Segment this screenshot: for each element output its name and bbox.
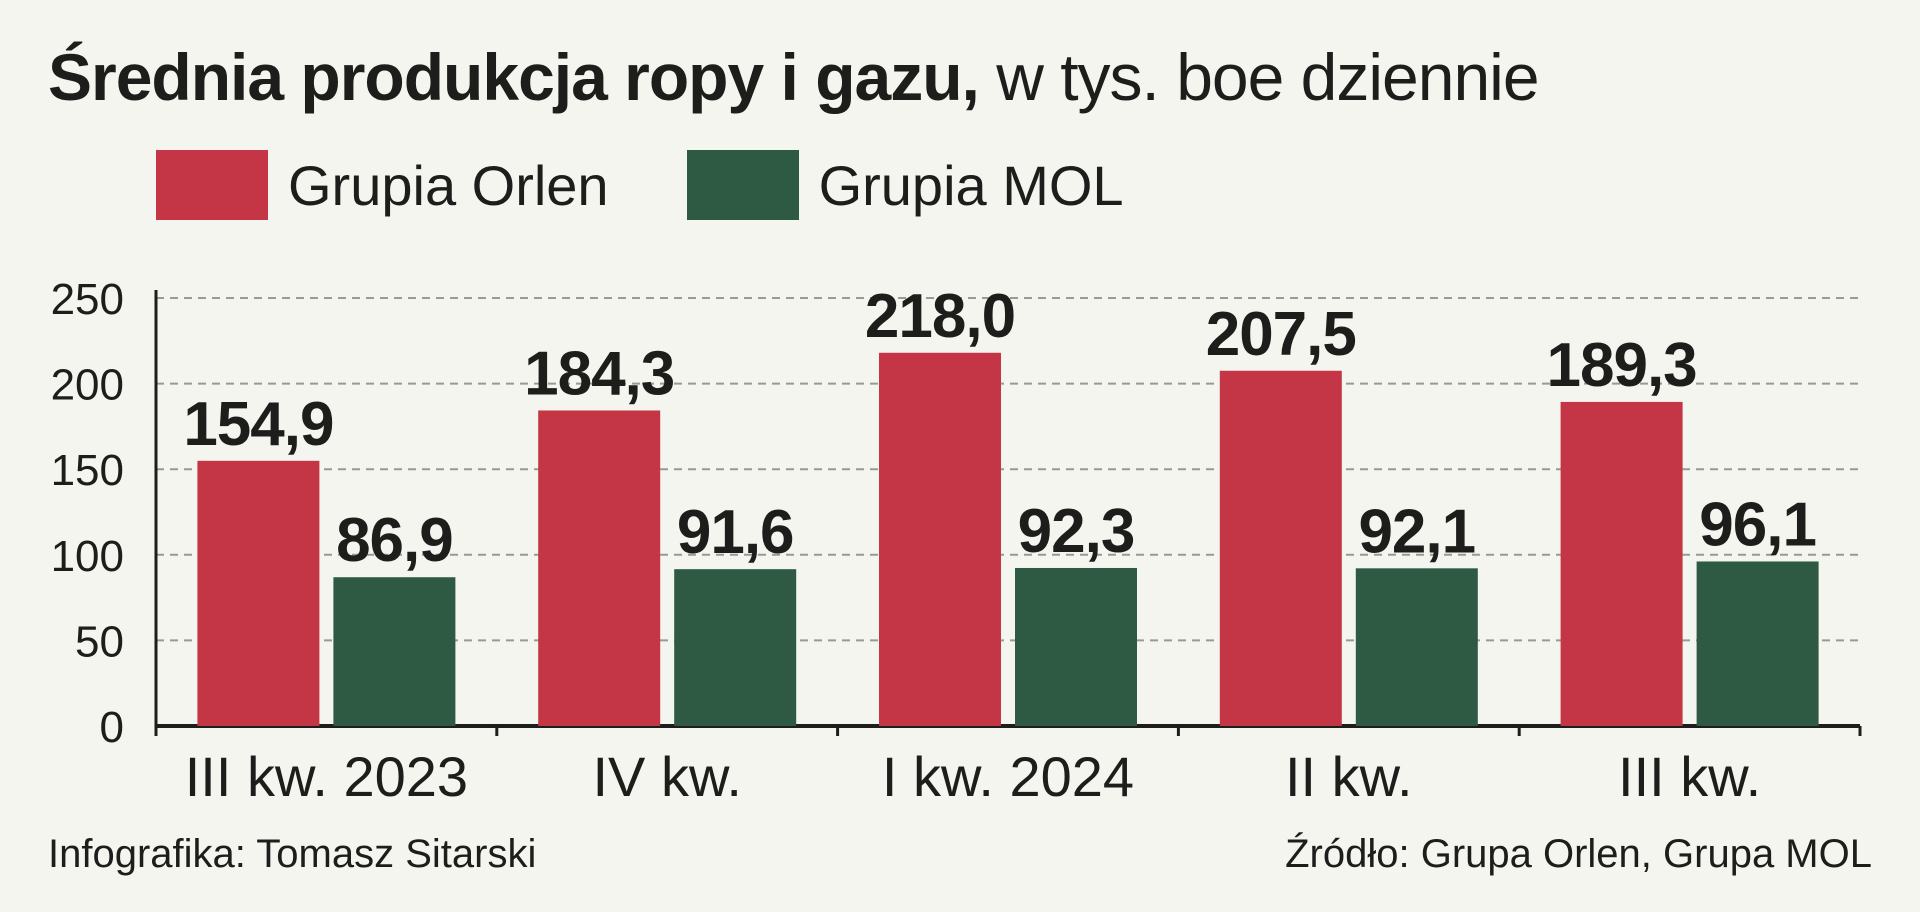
legend-swatch-mol [686, 150, 799, 220]
data-label: 184,3 [524, 339, 674, 408]
chart-title-rest: w tys. boe dziennie [978, 40, 1539, 114]
y-tick-label: 50 [75, 617, 124, 666]
x-category-label: II kw. [1285, 745, 1413, 808]
data-label: 91,6 [677, 498, 794, 567]
source-text: Źródło: Grupa Orlen, Grupa MOL [1285, 832, 1872, 876]
bar-orlen [1560, 401, 1683, 726]
chart-title: Średnia produkcja ropy i gazu, w tys. bo… [48, 44, 1540, 110]
bar-mol [1696, 561, 1819, 726]
y-tick-label: 0 [100, 703, 124, 752]
y-tick-label: 100 [51, 532, 124, 581]
legend-label-orlen: Grupia Orlen [288, 153, 609, 217]
x-category-label: III kw. [1618, 745, 1761, 808]
bar-mol [1355, 568, 1478, 726]
data-label: 92,3 [1018, 497, 1135, 566]
data-label: 218,0 [865, 282, 1015, 351]
data-label: 189,3 [1547, 331, 1697, 400]
data-label: 96,1 [1699, 490, 1816, 559]
chart-title-bold: Średnia produkcja ropy i gazu, [48, 40, 980, 114]
bar-mol [333, 577, 456, 726]
bar-mol [674, 569, 797, 726]
legend-item-mol: Grupia MOL [686, 150, 1124, 220]
bar-orlen [197, 460, 320, 726]
x-category-label: IV kw. [593, 745, 742, 808]
legend-item-orlen: Grupia Orlen [156, 150, 609, 220]
bar-mol [1015, 567, 1137, 726]
y-tick-label: 150 [51, 446, 124, 495]
bar-orlen [1219, 370, 1342, 726]
bar-orlen [879, 352, 1001, 726]
y-tick-label: 250 [51, 275, 124, 324]
data-label: 207,5 [1206, 300, 1356, 369]
legend-label-mol: Grupia MOL [818, 153, 1124, 217]
data-label: 86,9 [336, 506, 453, 575]
bar-orlen [538, 410, 661, 726]
x-category-label: III kw. 2023 [185, 745, 468, 808]
x-category-label: I kw. 2024 [882, 745, 1134, 808]
data-label: 92,1 [1358, 497, 1475, 566]
y-tick-label: 200 [51, 361, 124, 410]
credit-text: Infografika: Tomasz Sitarski [48, 832, 537, 876]
legend: Grupia Orlen Grupia MOL [156, 150, 1202, 220]
legend-swatch-orlen [156, 150, 268, 220]
data-label: 154,9 [183, 390, 333, 459]
